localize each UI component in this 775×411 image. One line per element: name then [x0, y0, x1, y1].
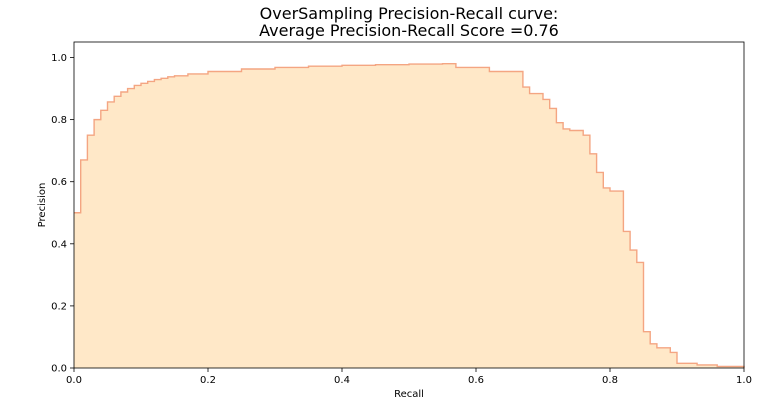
precision-recall-step-line — [74, 63, 745, 368]
x-axis: 0.0 0.2 0.4 0.6 0.8 1.0 — [66, 368, 752, 386]
y-tick-label: 0.6 — [51, 177, 67, 188]
y-tick-label: 0.0 — [51, 364, 67, 375]
y-tick-label: 0.4 — [51, 239, 67, 250]
y-axis: 0.0 0.2 0.4 0.6 0.8 1.0 — [51, 53, 74, 375]
x-tick-label: 1.0 — [736, 375, 752, 386]
chart-title-line-1: OverSampling Precision-Recall curve: — [259, 4, 559, 23]
x-tick-label: 0.2 — [200, 375, 216, 386]
plot-area — [74, 63, 745, 368]
x-axis-label: Recall — [394, 389, 424, 400]
y-tick-label: 0.2 — [51, 301, 67, 312]
y-tick-label: 1.0 — [51, 53, 67, 64]
y-axis-label: Precision — [37, 183, 48, 228]
x-tick-label: 0.4 — [334, 375, 350, 386]
x-tick-label: 0.6 — [468, 375, 484, 386]
axes-frame — [73, 41, 745, 369]
x-tick-label: 0.8 — [602, 375, 618, 386]
y-tick-label: 0.8 — [51, 115, 67, 126]
precision-recall-area — [74, 63, 744, 368]
chart-title-line-2: Average Precision-Recall Score =0.76 — [259, 21, 559, 40]
x-tick-label: 0.0 — [66, 375, 82, 386]
